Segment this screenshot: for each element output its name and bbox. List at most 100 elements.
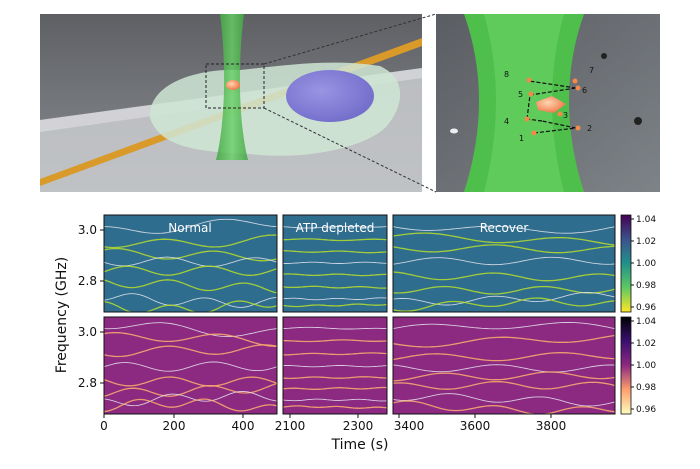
resonance-line (104, 300, 277, 312)
resonance-line (393, 297, 615, 312)
resonance-line (104, 398, 277, 413)
segment-title-recover: Recover (480, 221, 529, 235)
resonance-line (393, 380, 615, 390)
colorbar-tick-label: 1.04 (636, 215, 656, 225)
resonance-line (283, 303, 387, 308)
x-tick-label: 3400 (394, 419, 425, 433)
colorbar-magma (620, 316, 632, 415)
panel-lines (104, 218, 277, 312)
resonance-line (283, 238, 387, 242)
point-label-5: 5 (518, 90, 523, 99)
y-tick-label: 3.0 (78, 223, 97, 237)
resonance-line (393, 244, 615, 254)
cell-illustration-panel (40, 14, 422, 192)
zoom-box (205, 63, 265, 109)
y-tick-label: 3.0 (78, 325, 97, 339)
panel-lines (283, 326, 387, 409)
viridis-panel-recover (393, 215, 615, 312)
resonance-line (104, 234, 277, 249)
colorbar-tick-label: 1.02 (636, 339, 656, 349)
resonance-line (104, 322, 277, 338)
x-axis-title: Time (s) (331, 437, 389, 453)
resonance-line (104, 256, 277, 267)
resonance-line (104, 247, 277, 262)
point-label-2: 2 (587, 124, 592, 133)
zoom-nanodiamond (536, 96, 566, 113)
resonance-line (283, 225, 387, 229)
resonance-line (283, 376, 387, 380)
resonance-line (283, 285, 387, 289)
zoom-connector-bottom (263, 107, 437, 193)
resonance-line (393, 352, 615, 362)
resonance-line (283, 250, 387, 254)
resonance-line (104, 390, 277, 407)
colorbar-tick-label: 0.96 (636, 405, 656, 415)
colorbar-viridis (620, 214, 632, 313)
particle (601, 53, 607, 59)
zoom-panel: 1 2 3 4 5 6 7 8 (436, 14, 660, 192)
resonance-line (393, 292, 615, 306)
resonance-line (393, 400, 615, 414)
resonance-line (283, 273, 387, 277)
resonance-line (393, 364, 615, 373)
nucleus (286, 70, 374, 122)
resonance-line (283, 339, 387, 343)
x-tick-label: 3800 (536, 419, 567, 433)
panel-lines (393, 322, 615, 414)
resonance-line (393, 322, 615, 330)
panel-lines (104, 322, 277, 413)
resonance-line (283, 352, 387, 356)
resonance-line (104, 265, 277, 276)
x-tick-label: 3600 (460, 419, 491, 433)
resonance-line (393, 232, 615, 246)
point-label-8: 8 (504, 70, 509, 79)
resonance-line (393, 256, 615, 266)
colorbar-tick-label: 0.96 (636, 303, 656, 313)
point-label-1: 1 (519, 134, 524, 143)
nanodiamond (226, 80, 240, 90)
resonance-line (393, 271, 615, 282)
resonance-line (283, 261, 387, 264)
resonance-line (393, 225, 615, 234)
spectrogram-chart: Normal ATP depleted Recover 3.0 2.8 3.0 … (54, 214, 656, 453)
particle (450, 128, 458, 134)
point-label-7: 7 (589, 66, 594, 75)
x-tick-label: 2100 (275, 419, 306, 433)
resonance-line (283, 398, 387, 402)
resonance-line (283, 326, 387, 330)
colorbar-tick-label: 1.00 (636, 259, 656, 269)
resonance-line (104, 293, 277, 308)
resonance-line (283, 405, 387, 409)
resonance-line (393, 285, 615, 295)
point-label-3: 3 (563, 111, 568, 120)
resonance-line (283, 365, 387, 368)
x-tick-label: 0 (100, 419, 108, 433)
panel-lines (283, 225, 387, 308)
top-illustration: 1 2 3 4 5 6 7 8 (40, 13, 660, 193)
resonance-lines (104, 218, 615, 414)
resonance-line (104, 218, 277, 234)
magma-panel-recover (393, 317, 615, 414)
colorbar-tick-label: 1.02 (636, 237, 656, 247)
resonance-line (104, 361, 277, 372)
particle (634, 117, 642, 125)
resonance-line (393, 393, 615, 407)
colorbar-tick-label: 1.04 (636, 317, 656, 327)
viridis-panel-normal (104, 215, 277, 312)
segment-title-atp: ATP depleted (296, 221, 375, 235)
point-label-6: 6 (582, 86, 587, 95)
resonance-line (104, 376, 277, 387)
x-tick-label: 200 (163, 419, 186, 433)
trajectory-path (526, 80, 577, 134)
trajectory-points (524, 77, 581, 136)
colorbar-tick-label: 1.00 (636, 361, 656, 371)
point-label-4: 4 (504, 117, 509, 126)
resonance-line (393, 334, 615, 348)
y-tick-label: 2.8 (78, 376, 97, 390)
x-tick-label: 400 (232, 419, 255, 433)
colorbar-tick-label: 0.98 (636, 281, 656, 291)
resonance-line (283, 297, 387, 301)
resonance-line (104, 382, 277, 397)
segment-title-normal: Normal (168, 221, 211, 235)
resonance-line (283, 386, 387, 390)
